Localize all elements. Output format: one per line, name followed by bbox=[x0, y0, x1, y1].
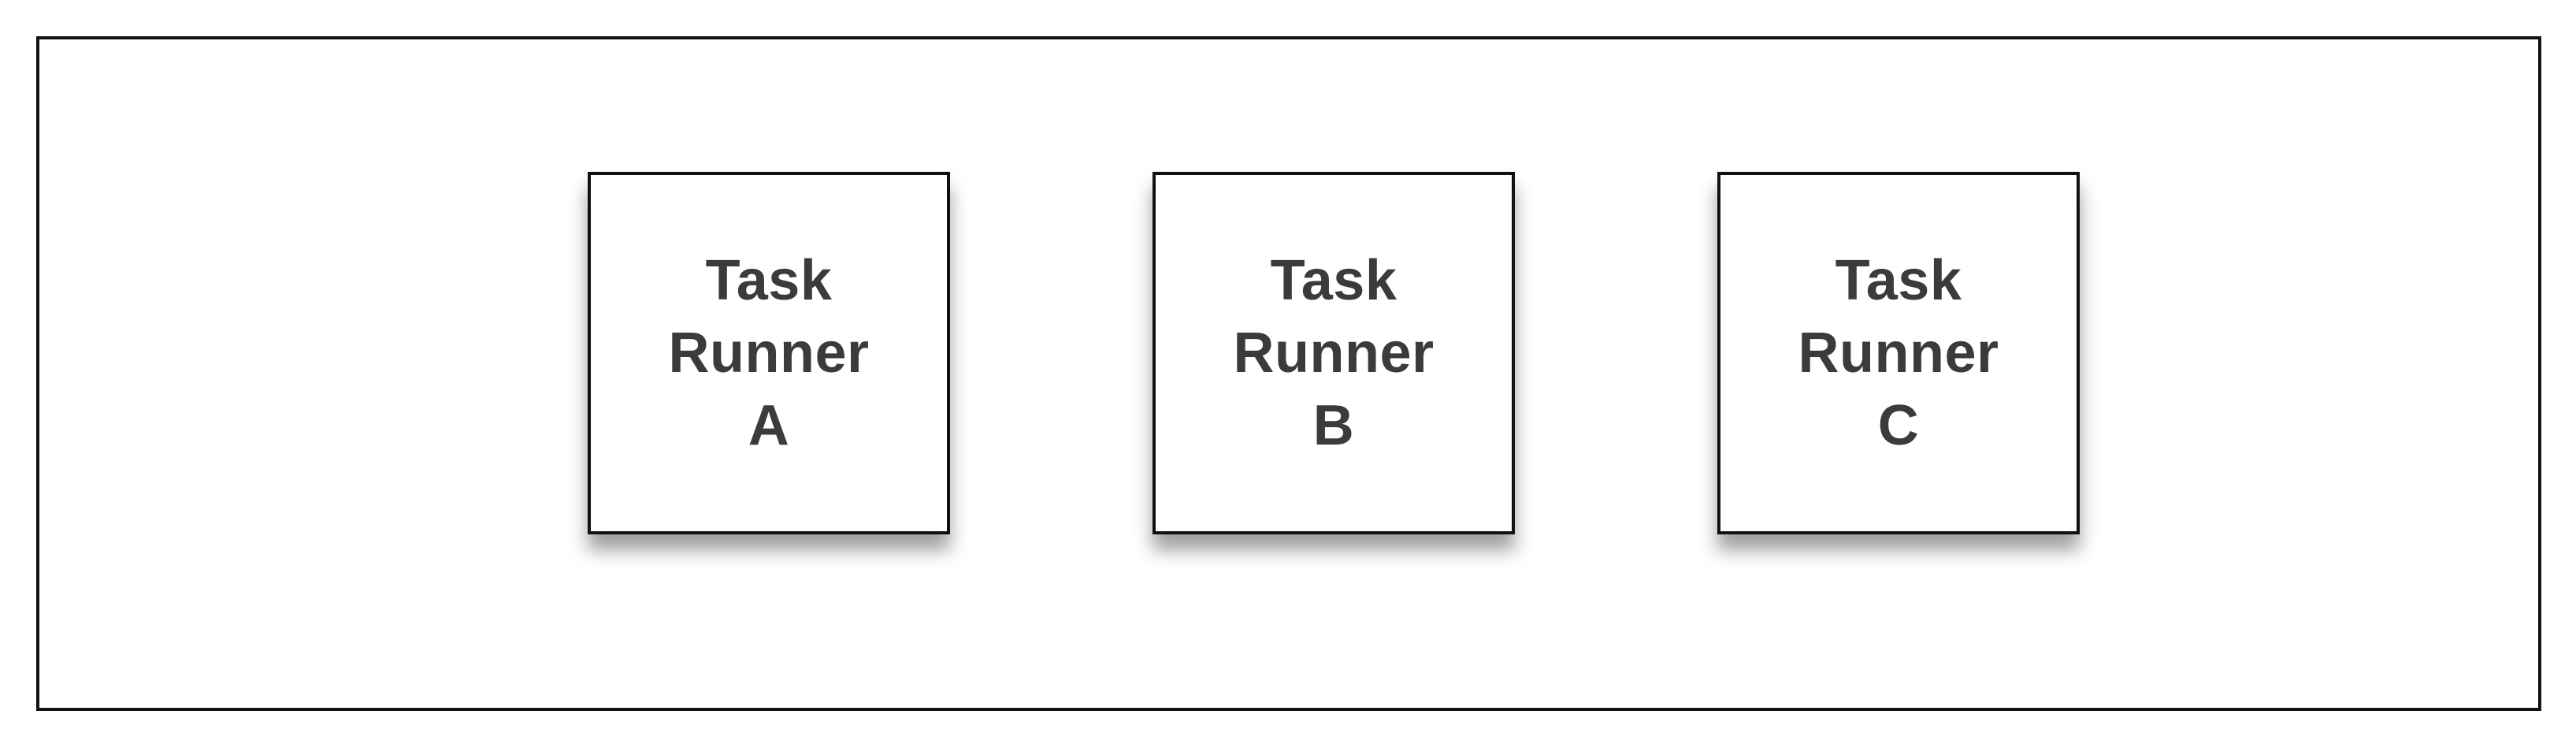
task-runner-a-line-1: Task bbox=[705, 249, 833, 312]
task-runner-b-line-1: Task bbox=[1270, 249, 1397, 312]
task-runner-b-label: Task Runner B bbox=[1234, 244, 1435, 462]
task-runner-b-box: Task Runner B bbox=[1153, 172, 1515, 534]
task-runner-a-label: Task Runner A bbox=[669, 244, 870, 462]
task-runner-c-line-1: Task bbox=[1835, 249, 1962, 312]
task-runner-a-line-3: A bbox=[748, 394, 790, 457]
task-runner-b-line-2: Runner bbox=[1233, 322, 1435, 385]
task-runner-b-line-3: B bbox=[1312, 394, 1355, 457]
task-runner-c-box: Task Runner C bbox=[1717, 172, 2080, 534]
task-runner-c-line-2: Runner bbox=[1798, 322, 1999, 385]
task-runner-c-line-3: C bbox=[1877, 394, 1920, 457]
task-runner-a-line-2: Runner bbox=[668, 322, 870, 385]
task-runner-c-label: Task Runner C bbox=[1798, 244, 1999, 462]
task-runner-a-box: Task Runner A bbox=[588, 172, 950, 534]
